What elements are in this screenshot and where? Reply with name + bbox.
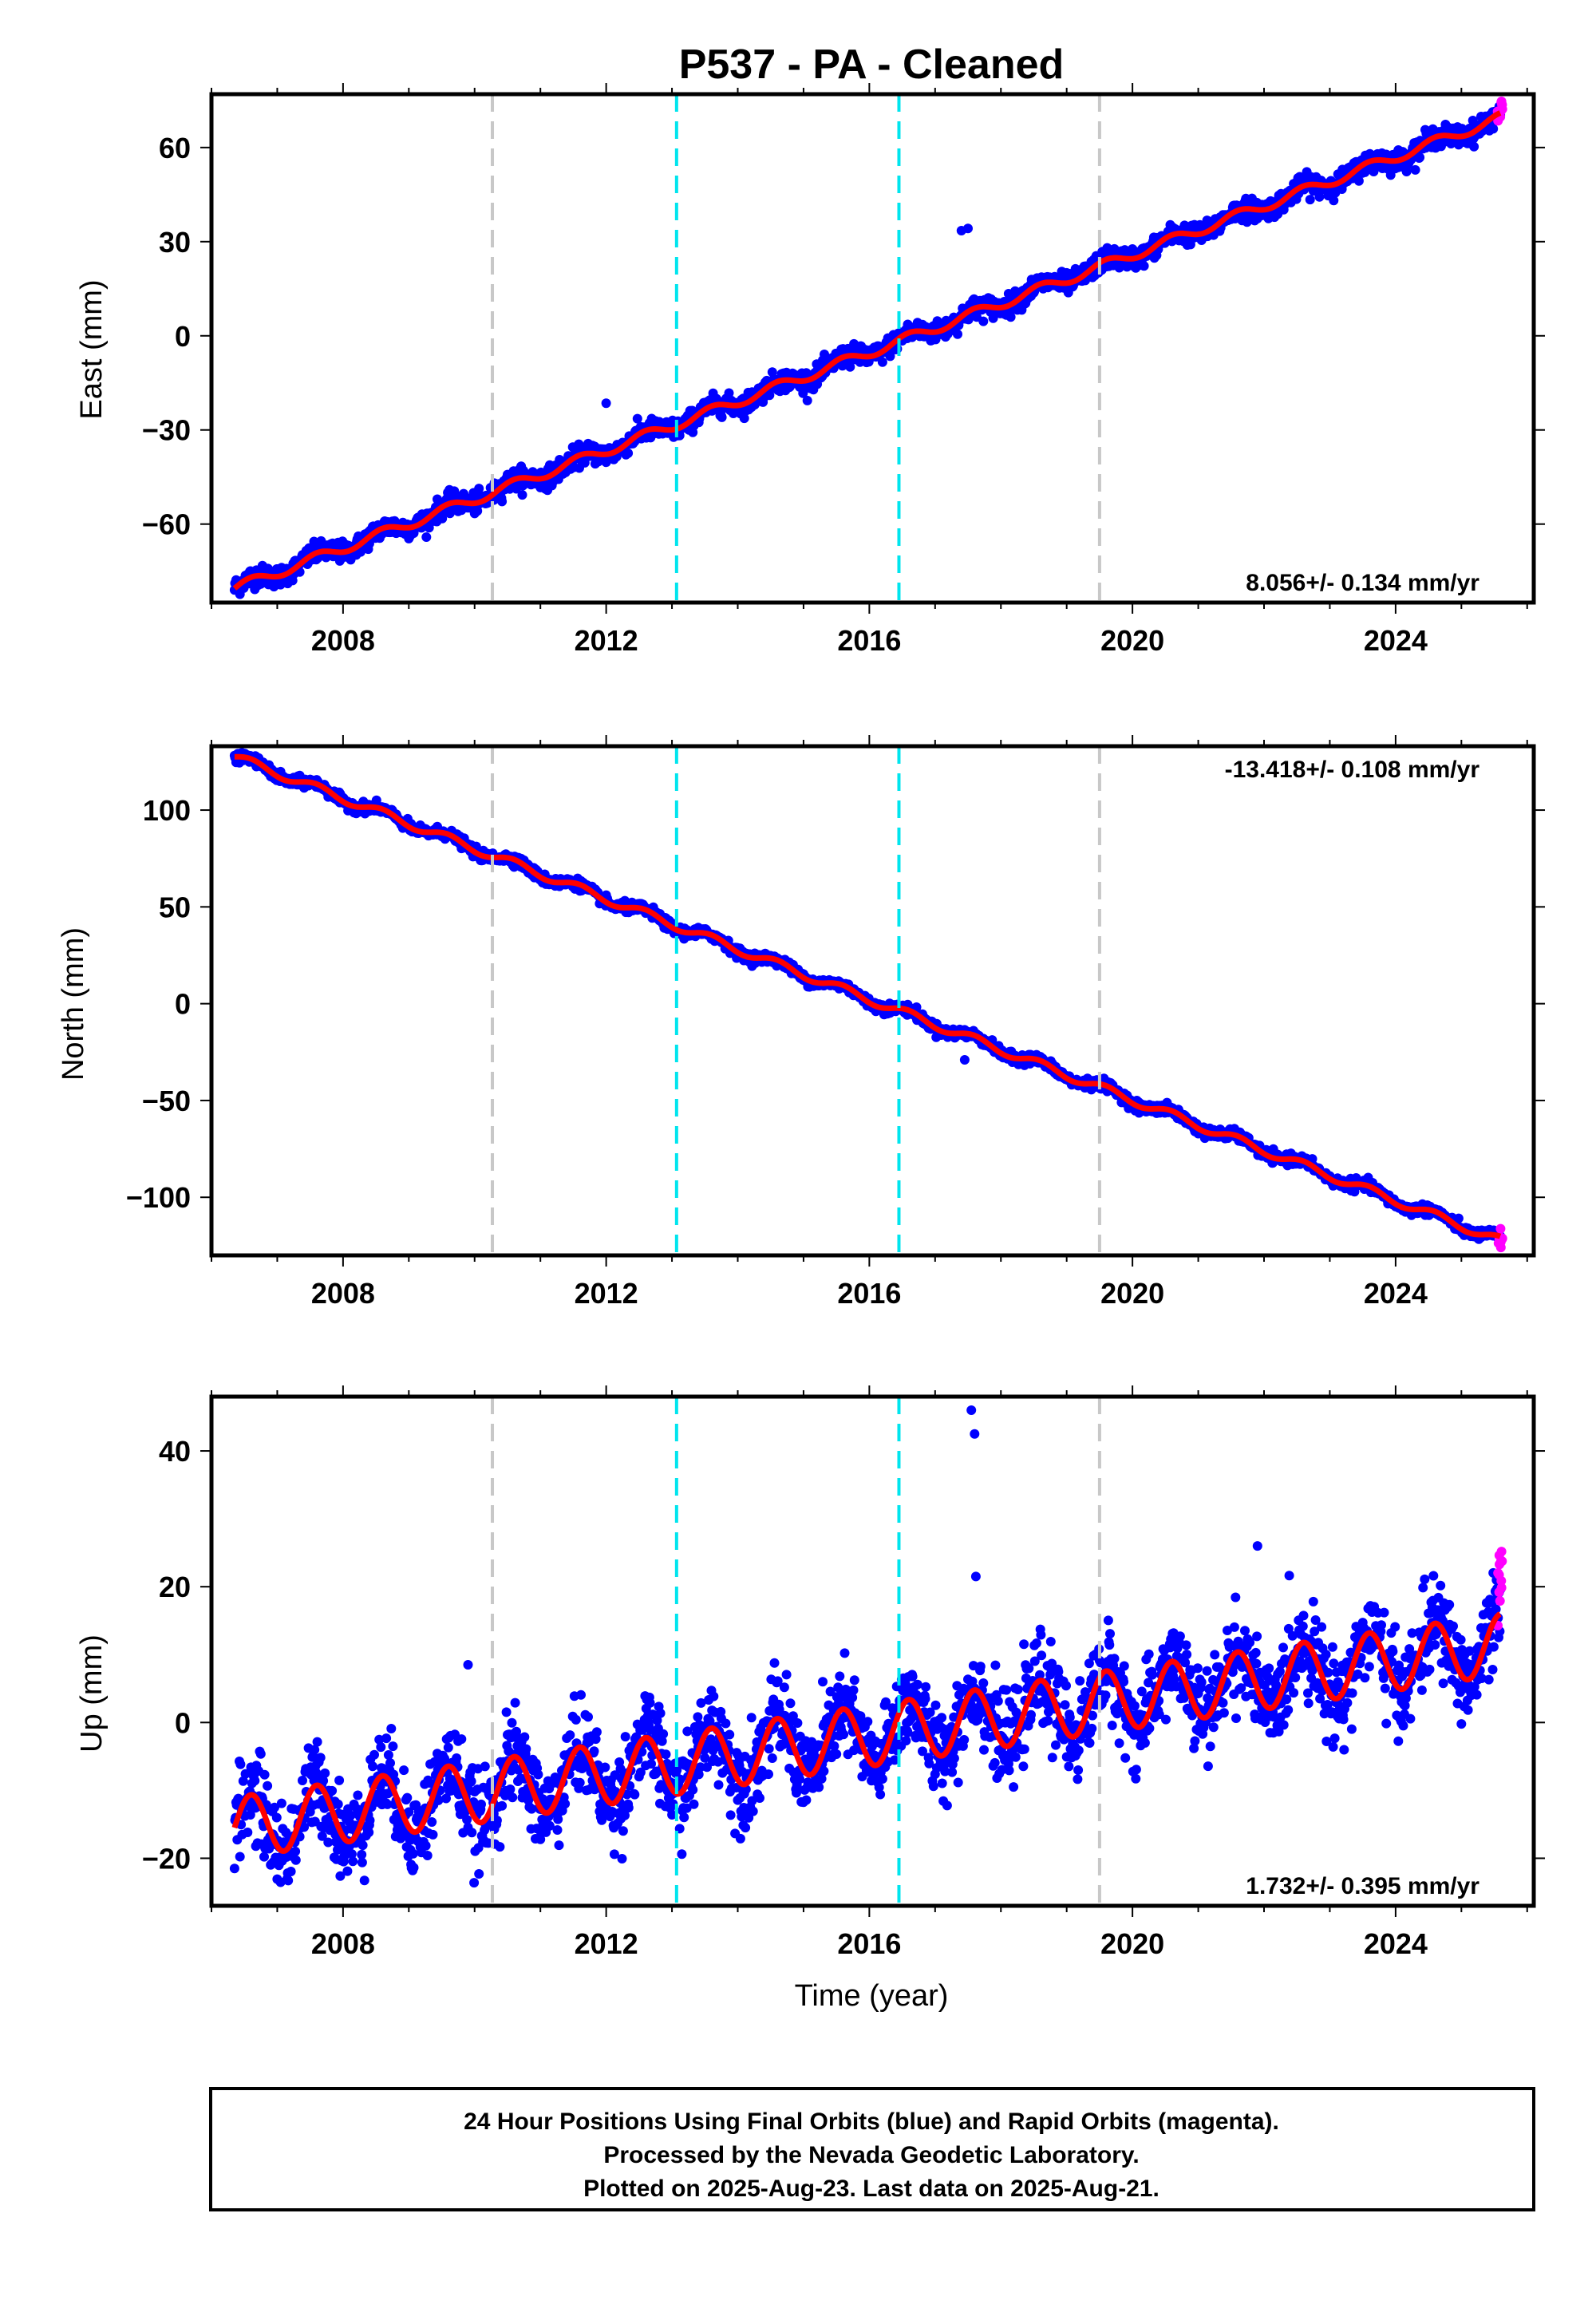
final-orbit-point (1469, 141, 1479, 152)
final-orbit-point (263, 1780, 273, 1791)
final-orbit-point (1314, 192, 1325, 202)
east-rapid-orbit-points (1492, 97, 1507, 126)
final-orbit-point (235, 1759, 246, 1769)
y-tick-label: −50 (142, 1085, 191, 1117)
final-orbit-point (739, 413, 749, 424)
final-orbit-point (229, 1863, 239, 1874)
final-orbit-point (259, 1852, 269, 1862)
final-orbit-point (802, 395, 812, 405)
final-orbit-point (327, 1785, 338, 1796)
final-orbit-point (334, 1775, 345, 1785)
final-orbit-point (290, 1846, 301, 1856)
final-orbit-point (497, 496, 508, 507)
final-orbit-point (276, 1798, 286, 1808)
final-orbit-point (1329, 196, 1339, 206)
outlier-point (963, 223, 973, 234)
x-tick-label: 2024 (1364, 624, 1428, 657)
final-orbit-point (1353, 176, 1364, 186)
final-orbit-point (315, 1753, 326, 1763)
final-orbit-point (1415, 152, 1425, 163)
final-orbit-point (767, 367, 777, 377)
final-orbit-point (1369, 167, 1379, 176)
final-orbit-point (877, 357, 887, 367)
y-tick-label: −30 (142, 414, 191, 447)
final-orbit-point (259, 1769, 270, 1780)
x-tick-label: 2016 (837, 624, 901, 657)
final-orbit-point (472, 506, 483, 516)
final-orbit-point (283, 1875, 294, 1886)
final-orbit-point (243, 1828, 253, 1837)
final-orbit-point (255, 1749, 266, 1759)
y-tick-label: 0 (175, 988, 191, 1021)
y-tick-label: 50 (159, 891, 191, 923)
final-orbit-point (286, 1867, 296, 1876)
final-orbit-point (271, 1812, 282, 1823)
final-orbit-point (421, 532, 432, 542)
final-orbit-point (517, 490, 527, 500)
final-orbit-point (250, 1776, 260, 1786)
final-orbit-point (320, 1768, 330, 1778)
final-orbit-point (235, 1852, 245, 1862)
x-tick-label: 2016 (837, 1277, 901, 1310)
x-tick-label: 2012 (575, 1277, 638, 1310)
east-plot-area: 2008 2012 2016 2020 2024 −60 −30 0 30 60 (142, 83, 1545, 657)
outlier-point (601, 398, 611, 409)
x-tick-label: 2024 (1364, 1277, 1428, 1310)
final-orbit-point (953, 329, 962, 339)
y-tick-label: 60 (159, 132, 191, 164)
north-plot-area: 2008 2012 2016 2020 2024 −100 −50 0 50 100 (126, 735, 1545, 1310)
final-orbit-point (632, 413, 642, 424)
final-orbit-point (623, 448, 634, 458)
y-tick-label: 100 (143, 794, 191, 827)
final-orbit-point (474, 484, 484, 494)
final-orbit-point (1305, 195, 1315, 205)
y-tick-label: −100 (126, 1181, 191, 1214)
final-orbit-point (1488, 124, 1499, 134)
final-orbit-point (333, 1799, 343, 1809)
north-final-orbit-points (229, 748, 1506, 1246)
x-tick-label: 2020 (1100, 1277, 1164, 1310)
x-tick-label: 2020 (1100, 624, 1164, 657)
x-tick-label: 2008 (311, 1277, 375, 1310)
y-tick-label: 0 (175, 320, 191, 353)
final-orbit-point (717, 412, 727, 422)
east-y-axis-label: East (mm) (75, 279, 109, 419)
final-orbit-point (579, 457, 590, 468)
y-tick-label: 30 (159, 226, 191, 259)
final-orbit-point (444, 508, 455, 519)
final-orbit-point (978, 316, 989, 326)
x-tick-label: 2012 (575, 624, 638, 657)
final-orbit-point (290, 1855, 301, 1865)
up-final-orbit-points (229, 1405, 1506, 1888)
rapid-orbit-point (1497, 101, 1507, 110)
east-rate-label: 8.056+/- 0.134 mm/yr (1246, 570, 1479, 596)
east-panel: 2008 2012 2016 2020 2024 −60 −30 0 30 60 East (mm… (75, 83, 1545, 657)
final-orbit-point (1410, 164, 1420, 175)
final-orbit-point (885, 351, 895, 362)
north-rate-label: -13.418+/- 0.108 mm/yr (1225, 757, 1480, 783)
final-orbit-point (1139, 261, 1149, 271)
figure-title: P537 - PA - Cleaned (679, 41, 1065, 88)
north-y-axis-label: North (mm) (57, 927, 90, 1081)
outlier-point (959, 1055, 970, 1065)
final-orbit-point (312, 1737, 322, 1747)
final-orbit-point (298, 1776, 307, 1785)
final-orbit-point (724, 388, 734, 398)
x-tick-label: 2008 (311, 624, 375, 657)
y-tick-label: −60 (142, 508, 191, 541)
final-orbit-point (845, 362, 855, 372)
north-panel: 2008 2012 2016 2020 2024 −100 −50 0 50 100 North … (57, 735, 1545, 1310)
